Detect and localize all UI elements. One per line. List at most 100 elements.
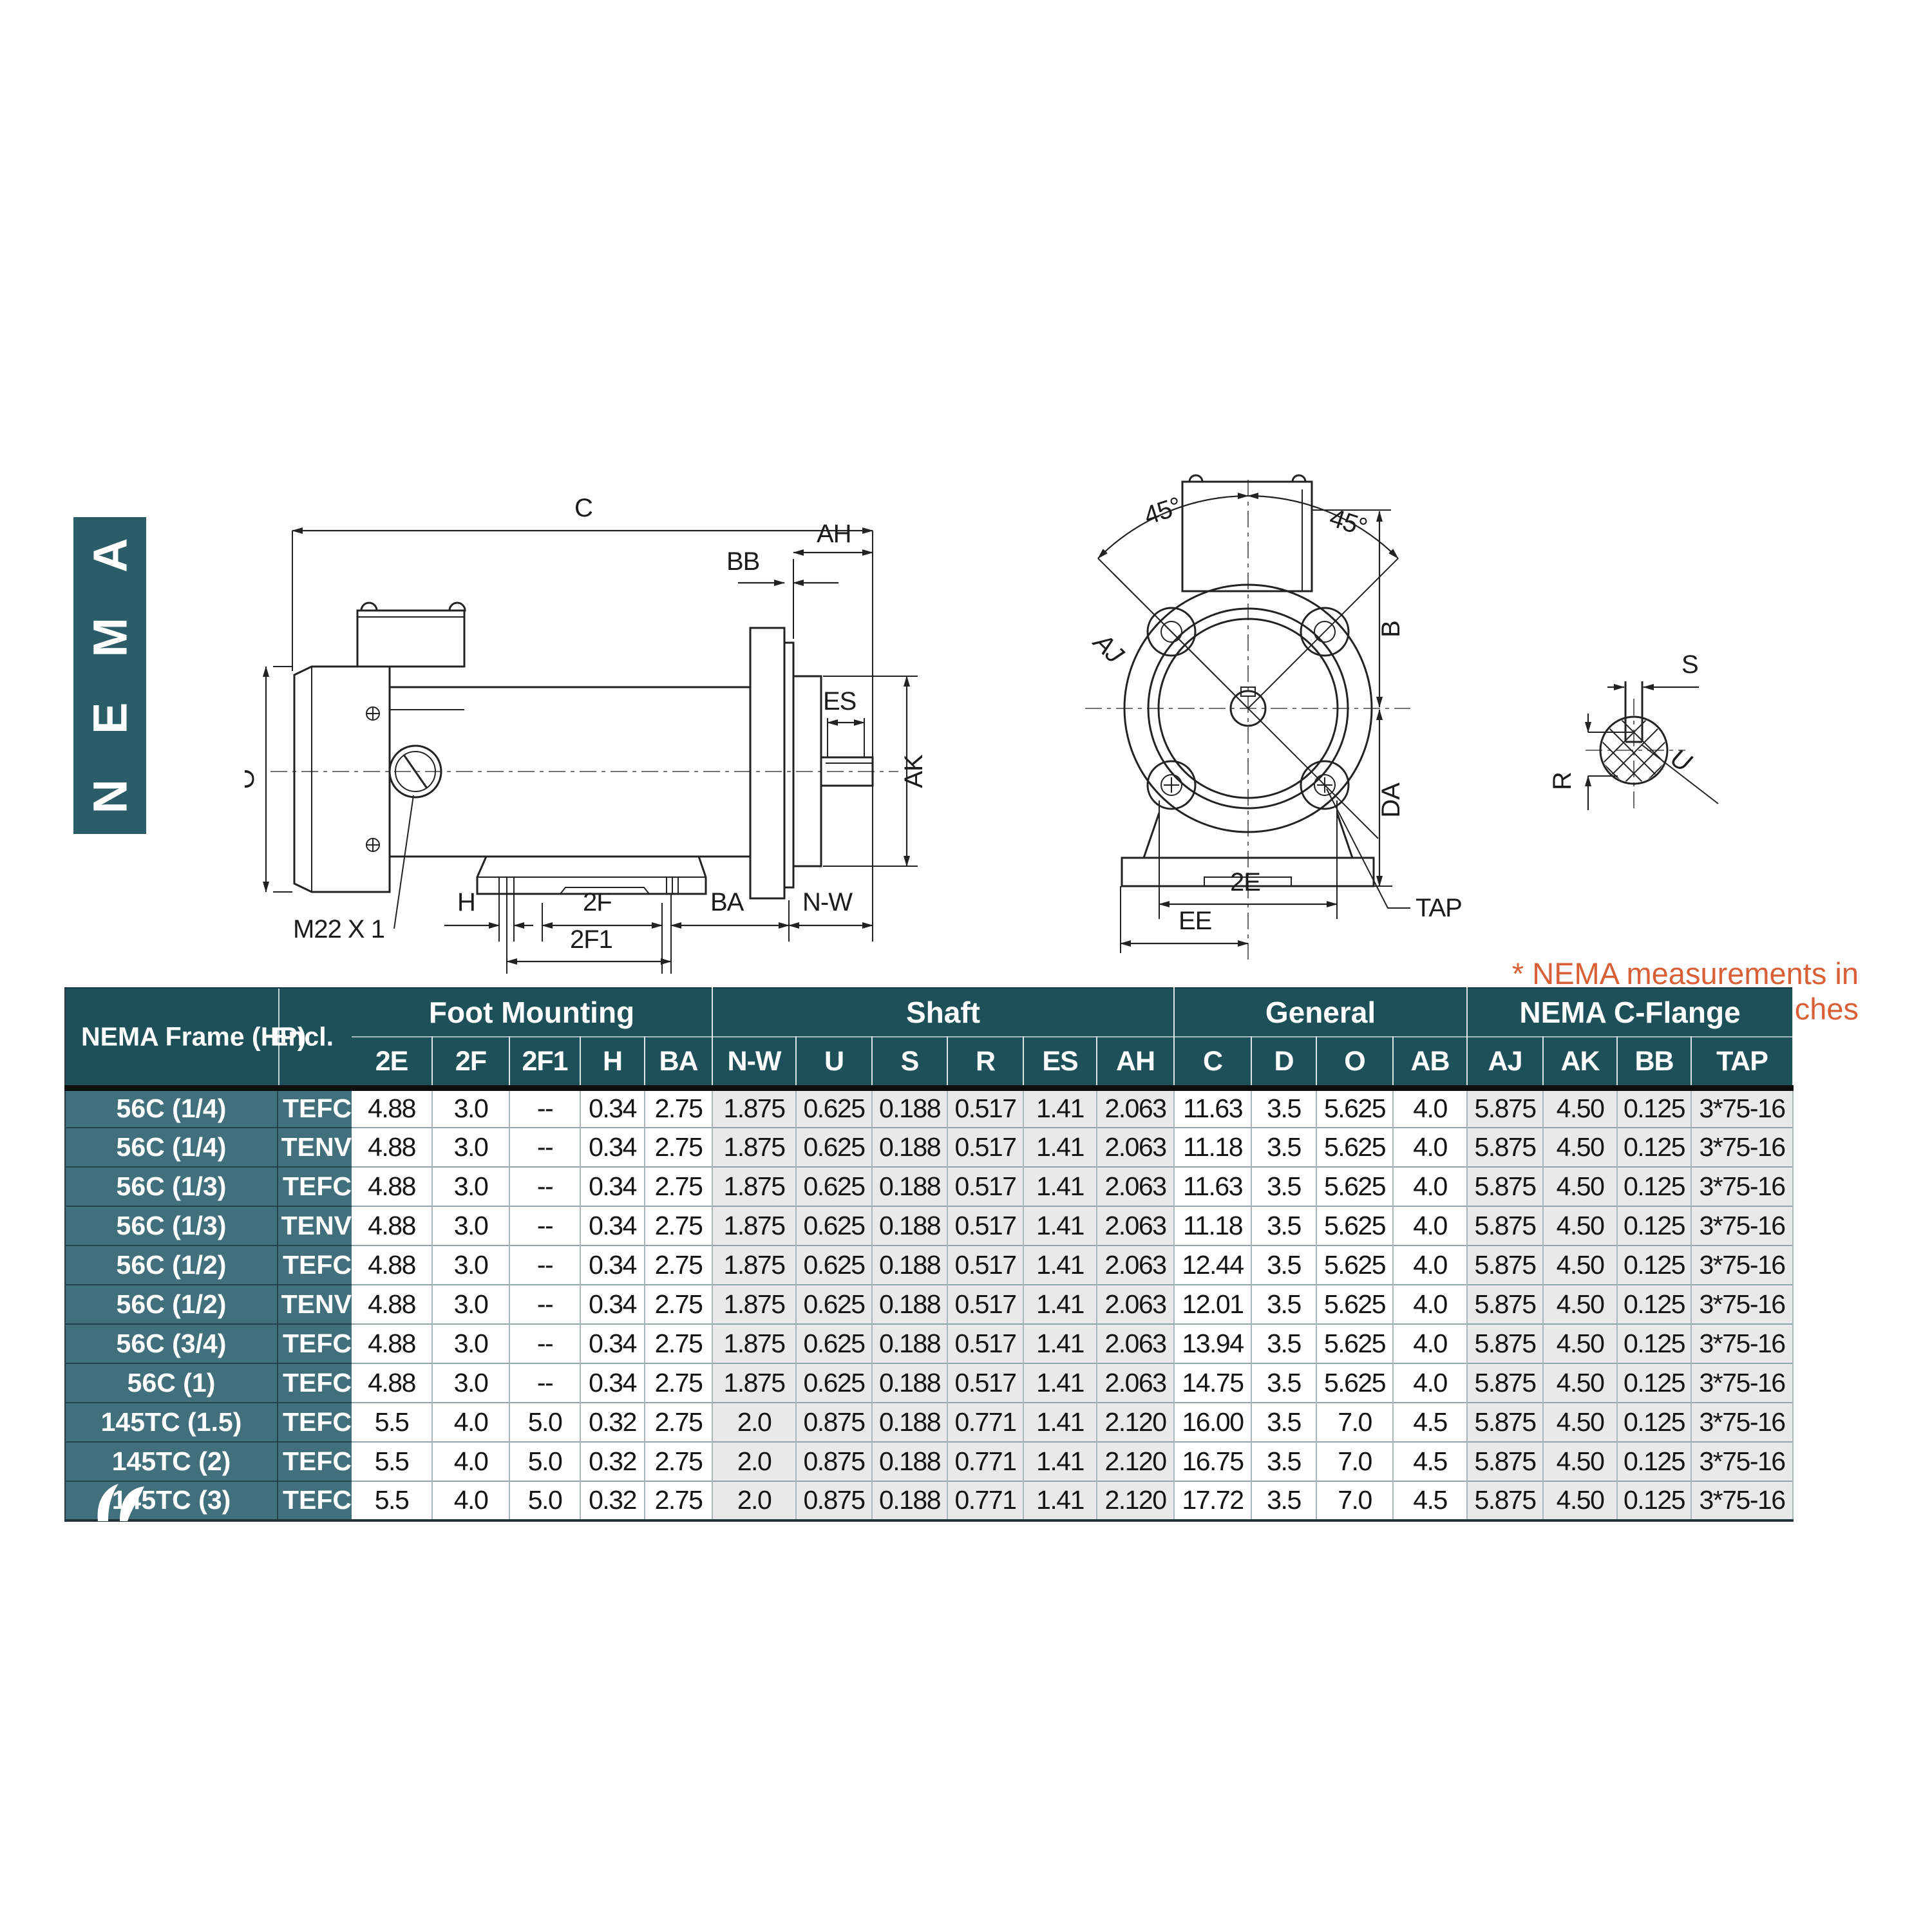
table-row: 56C (1/3) TENV 4.88 3.0 -- 0.34 2.75 1.875 0.625… — [65, 1205, 1794, 1245]
value-cell: 3.0 — [432, 1362, 510, 1403]
value-cell: 0.125 — [1617, 1126, 1692, 1167]
value-cell: 1.875 — [712, 1283, 797, 1324]
value-cell: 5.625 — [1316, 1166, 1394, 1206]
value-cell: 3.5 — [1251, 1126, 1317, 1167]
column-header: H — [580, 1037, 645, 1091]
value-cell: 0.34 — [580, 1244, 645, 1285]
value-cell: 16.00 — [1174, 1401, 1252, 1442]
cap-screw-icon — [366, 706, 380, 852]
value-cell: 5.625 — [1316, 1087, 1394, 1128]
value-cell: 3.5 — [1251, 1166, 1317, 1206]
dimensions-table-host: NEMA Frame (HP) Encl. Foot Mounting Shaft Ge… — [64, 987, 1794, 1522]
value-cell: 4.88 — [352, 1205, 433, 1245]
value-cell: 0.125 — [1617, 1323, 1692, 1363]
enclosure-cell: TENV — [278, 1205, 352, 1245]
flange-plate — [749, 627, 786, 900]
flange-lobes — [1146, 607, 1350, 810]
value-cell: 4.50 — [1543, 1283, 1618, 1324]
value-cell: 2.0 — [712, 1480, 797, 1522]
column-header: BB — [1617, 1037, 1692, 1091]
value-cell: 3*75-16 — [1691, 1323, 1794, 1363]
value-cell: 4.88 — [352, 1323, 433, 1363]
value-cell: 3.0 — [432, 1166, 510, 1206]
group-header: Shaft — [712, 988, 1175, 1037]
value-cell: 3*75-16 — [1691, 1401, 1794, 1442]
value-cell: 3.5 — [1251, 1205, 1317, 1245]
column-header: ES — [1023, 1037, 1097, 1091]
value-cell: -- — [509, 1323, 581, 1363]
column-header: C — [1174, 1037, 1252, 1091]
value-cell: 3*75-16 — [1691, 1126, 1794, 1167]
value-cell: 2.75 — [645, 1480, 713, 1522]
enclosure-cell: TEFC — [278, 1480, 352, 1522]
value-cell: 1.41 — [1023, 1441, 1097, 1481]
value-cell: 4.50 — [1543, 1480, 1618, 1522]
value-cell: 5.875 — [1467, 1166, 1544, 1206]
value-cell: 3.0 — [432, 1244, 510, 1285]
column-header: AJ — [1467, 1037, 1544, 1091]
motor-outline-circle — [1123, 583, 1373, 833]
dim-label-ak: AK — [900, 754, 928, 788]
shaft — [820, 756, 874, 787]
value-cell: 0.188 — [872, 1244, 948, 1285]
nema-sidebar: NEMA — [73, 493, 146, 834]
value-cell: 0.875 — [796, 1441, 873, 1481]
value-cell: 2.0 — [712, 1401, 797, 1442]
value-cell: 2.063 — [1097, 1362, 1175, 1403]
enclosure-cell: TEFC — [278, 1401, 352, 1442]
value-cell: 0.188 — [872, 1323, 948, 1363]
value-cell: 17.72 — [1174, 1480, 1252, 1522]
value-cell: 1.875 — [712, 1205, 797, 1245]
column-header: 2F1 — [509, 1037, 581, 1091]
value-cell: 7.0 — [1316, 1480, 1394, 1522]
dim-label-ee: EE — [1179, 907, 1211, 935]
value-cell: 2.063 — [1097, 1087, 1175, 1128]
terminal-box — [356, 609, 466, 668]
conduit-gland-icon — [388, 744, 442, 799]
value-cell: -- — [509, 1205, 581, 1245]
value-cell: 5.625 — [1316, 1205, 1394, 1245]
value-cell: 4.50 — [1543, 1166, 1618, 1206]
value-cell: 1.875 — [712, 1244, 797, 1285]
value-cell: 4.0 — [1393, 1126, 1468, 1167]
value-cell: 3.5 — [1251, 1323, 1317, 1363]
table-row: 56C (1/4) TENV 4.88 3.0 -- 0.34 2.75 1.875 0.625… — [65, 1126, 1794, 1167]
value-cell: 0.125 — [1617, 1362, 1692, 1403]
value-cell: 0.625 — [796, 1362, 873, 1403]
column-header: U — [796, 1037, 873, 1091]
motor-side-view-diagram: M22 X 1 C AH BB — [245, 494, 928, 974]
column-header: S — [872, 1037, 948, 1091]
value-cell: 2.063 — [1097, 1244, 1175, 1285]
value-cell: 0.625 — [796, 1323, 873, 1363]
value-cell: 0.517 — [947, 1362, 1024, 1403]
value-cell: 3.0 — [432, 1323, 510, 1363]
value-cell: 4.50 — [1543, 1126, 1618, 1167]
frame-cell: 56C (1/4) — [65, 1126, 278, 1167]
value-cell: 5.875 — [1467, 1205, 1544, 1245]
value-cell: 4.5 — [1393, 1480, 1468, 1522]
table-row: 56C (1/2) TEFC 4.88 3.0 -- 0.34 2.75 1.875 0.625… — [65, 1244, 1794, 1285]
value-cell: 4.88 — [352, 1283, 433, 1324]
value-cell: 5.625 — [1316, 1244, 1394, 1285]
motor-rear-cap — [293, 665, 391, 893]
value-cell: 4.0 — [432, 1480, 510, 1522]
value-cell: 0.188 — [872, 1362, 948, 1403]
value-cell: 5.0 — [509, 1480, 581, 1522]
value-cell: 0.517 — [947, 1205, 1024, 1245]
value-cell: 3*75-16 — [1691, 1205, 1794, 1245]
value-cell: 4.5 — [1393, 1441, 1468, 1481]
frame-cell: 56C (1) — [65, 1362, 278, 1403]
frame-cell: 56C (1/2) — [65, 1244, 278, 1285]
enclosure-cell: TEFC — [278, 1362, 352, 1403]
dim-label-h: H — [457, 888, 475, 916]
dim-label-45-right: 45° — [1326, 504, 1370, 542]
table-row: 145TC (1.5) TEFC 5.5 4.0 5.0 0.32 2.75 2.0 0.875… — [65, 1401, 1794, 1442]
value-cell: 3.5 — [1251, 1401, 1317, 1442]
value-cell: 2.75 — [645, 1205, 713, 1245]
table-row: 56C (3/4) TEFC 4.88 3.0 -- 0.34 2.75 1.875 0.625… — [65, 1323, 1794, 1363]
frame-cell: 56C (1/4) — [65, 1087, 278, 1128]
value-cell: 3.0 — [432, 1126, 510, 1167]
value-cell: 0.771 — [947, 1480, 1024, 1522]
value-cell: 0.125 — [1617, 1283, 1692, 1324]
dim-label-b: B — [1377, 621, 1405, 638]
